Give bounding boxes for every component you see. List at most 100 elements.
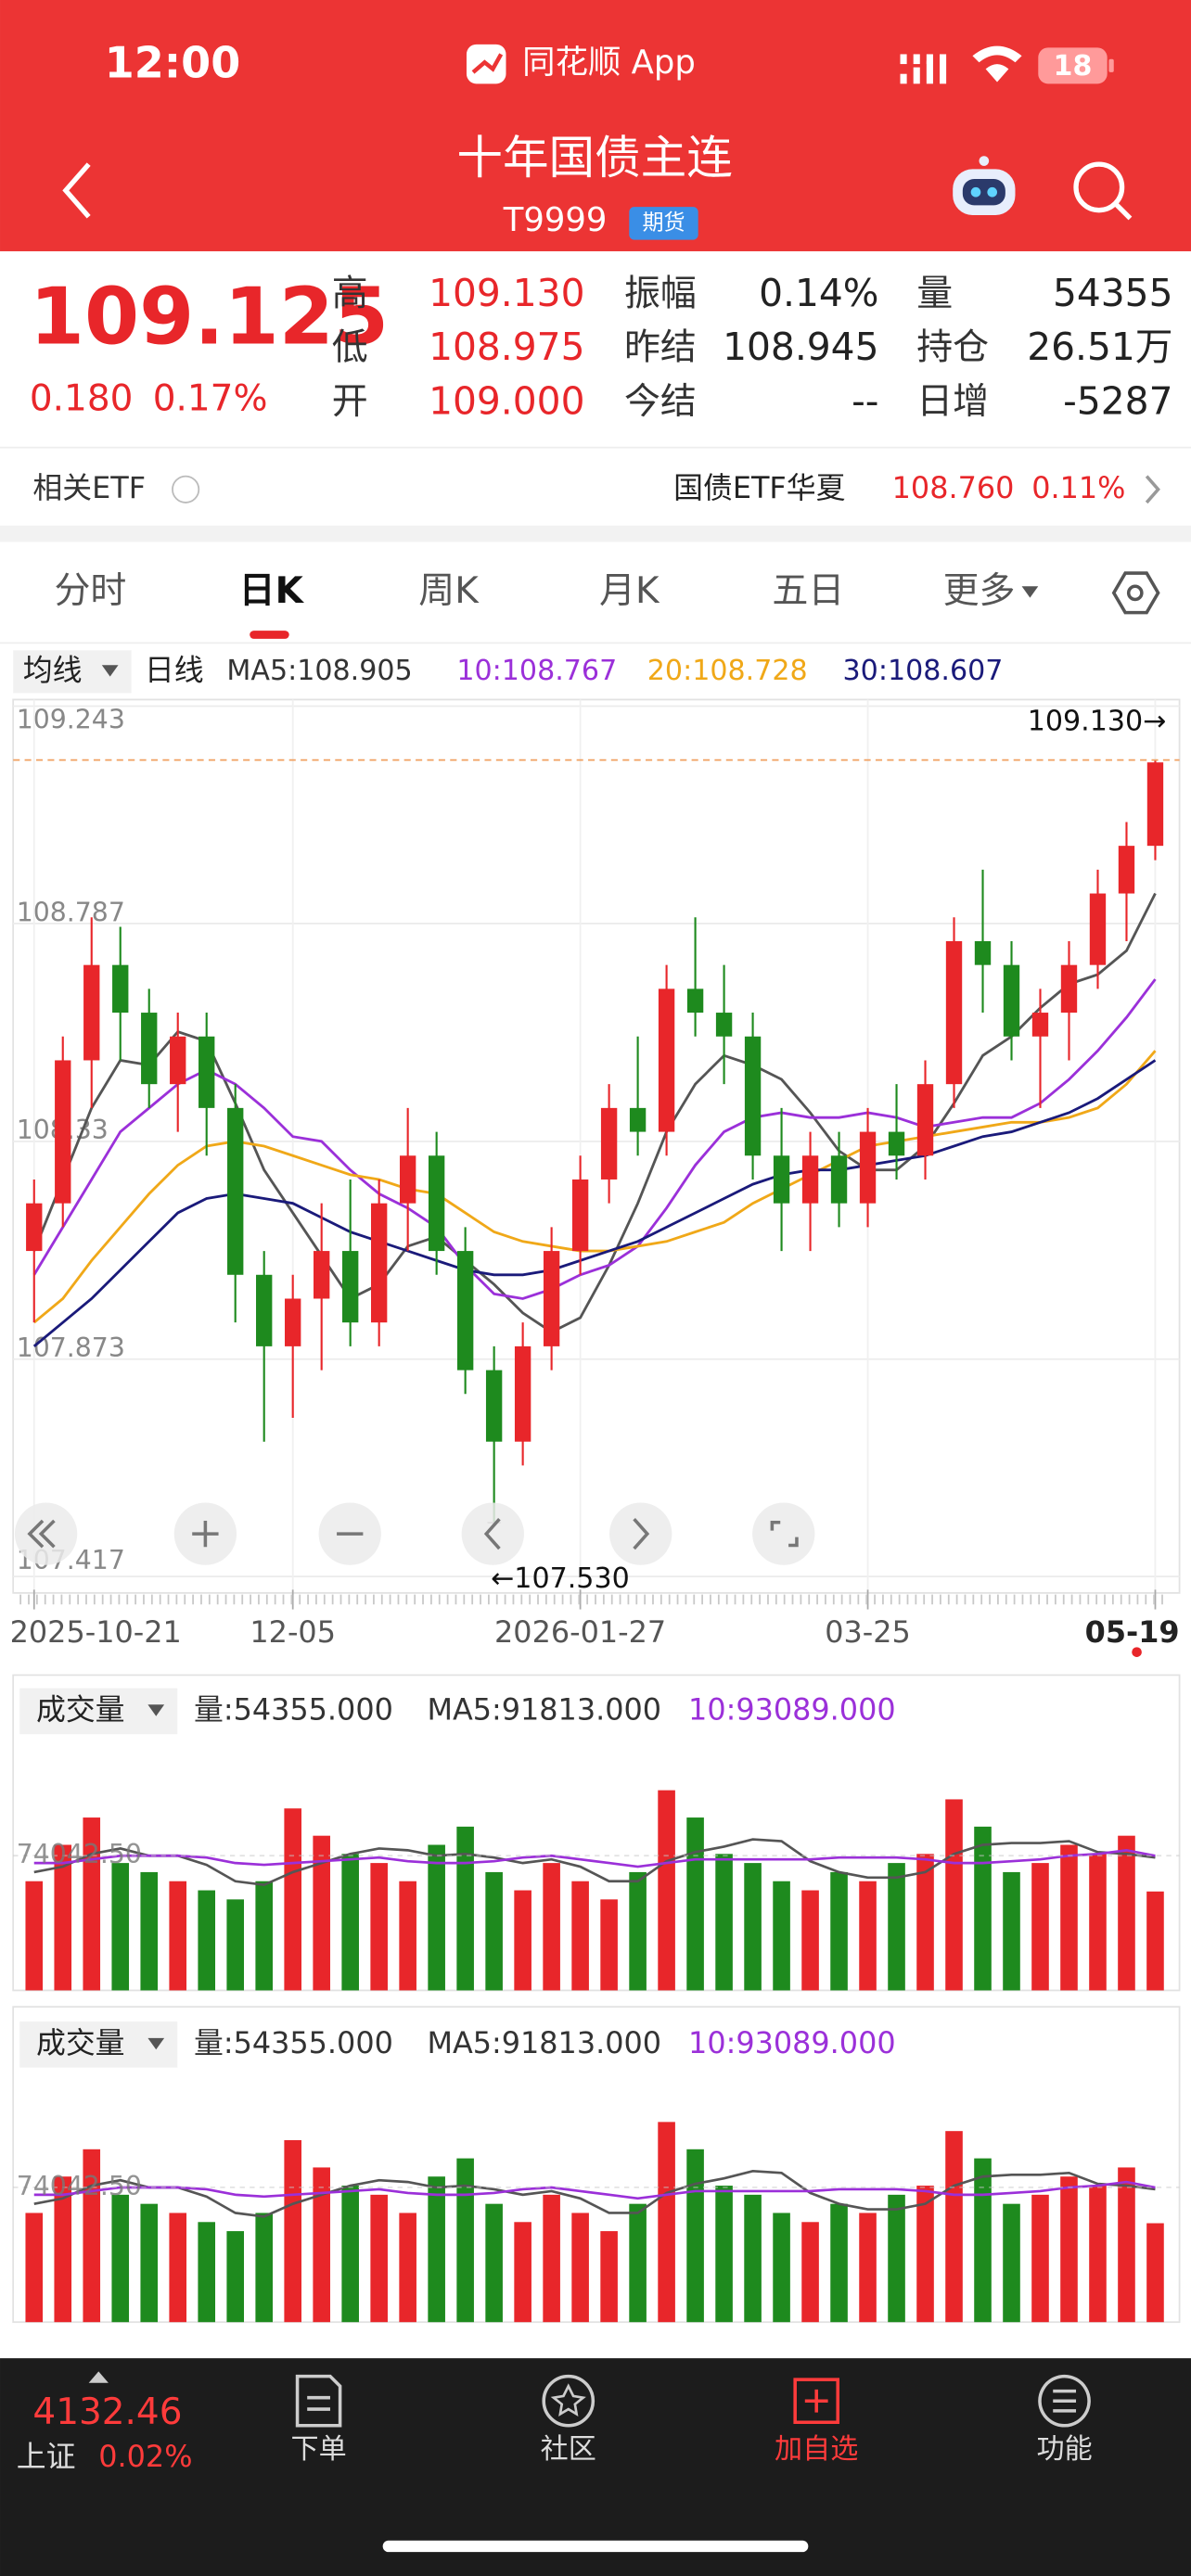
tab[interactable]: 日K: [239, 570, 305, 612]
chart-tool-icon: [27, 1519, 56, 1549]
volume-bar: [945, 2131, 963, 2323]
volume-bar: [600, 2231, 618, 2323]
menu-icon[interactable]: [1038, 2374, 1091, 2428]
low-label: ←107.530: [491, 1562, 630, 1595]
help-icon[interactable]: [172, 475, 200, 504]
ma-selector[interactable]: 均线: [23, 652, 83, 687]
community-icon[interactable]: [542, 2374, 596, 2428]
volume-bar: [686, 1817, 704, 1991]
field-value: 108.975: [429, 325, 584, 369]
y-tick-label: 108.787: [17, 897, 125, 927]
nav-label[interactable]: 功能: [1037, 2433, 1093, 2466]
x-tick-label: 12-05: [250, 1614, 336, 1650]
volume-selector[interactable]: 成交量: [36, 2025, 125, 2060]
field-value: --: [852, 379, 878, 424]
chart-tool-button[interactable]: [752, 1502, 815, 1565]
volume-bar: [543, 1863, 560, 1991]
ma-legend: 10:108.767: [456, 655, 617, 687]
field-value: 54355: [1053, 271, 1173, 315]
page-title: 十年国债主连: [456, 131, 732, 185]
nav-label[interactable]: 加自选: [775, 2433, 858, 2466]
nav-label[interactable]: 下单: [290, 2433, 346, 2466]
high-label: 109.130→: [1028, 706, 1167, 738]
candle-body: [55, 1060, 71, 1204]
nav-label[interactable]: 社区: [541, 2433, 596, 2466]
candle-body: [1003, 964, 1020, 1037]
ma-legend: 30:108.607: [843, 655, 1004, 687]
volume-bar: [801, 2222, 819, 2323]
volume-ma-line: [33, 2180, 1156, 2200]
etf-chevron[interactable]: [1145, 475, 1160, 504]
volume-bar: [255, 1881, 273, 1991]
contract-tag: 期货: [642, 210, 685, 235]
volume-bar: [370, 1863, 388, 1991]
tab[interactable]: 月K: [599, 570, 660, 612]
y-tick-label: 74042.50: [17, 1839, 142, 1869]
tab[interactable]: 分时: [54, 570, 126, 612]
x-tick-label: 03-25: [825, 1614, 911, 1650]
volume-bar: [226, 1899, 245, 1991]
volume-legend: 量:54355.000: [194, 1691, 393, 1727]
search-button[interactable]: [1073, 161, 1133, 221]
legend-selector-bg[interactable]: [19, 1688, 178, 1735]
volume-bar: [514, 1890, 531, 1991]
volume-bar: [1060, 2176, 1078, 2323]
candle-body: [945, 940, 963, 1085]
volume-legend: 10:93089.000: [688, 1691, 896, 1727]
order-icon[interactable]: [295, 2374, 342, 2428]
candle-body: [974, 940, 992, 965]
volume-bar: [658, 2122, 675, 2323]
chart-tool-button[interactable]: [14, 1502, 78, 1565]
robot-button[interactable]: [953, 156, 1016, 216]
volume-bar: [859, 1881, 877, 1991]
volume-legend: 10:93089.000: [688, 2025, 896, 2060]
index-value[interactable]: 4132.46: [32, 2391, 182, 2433]
field-value: 26.51万: [1027, 325, 1172, 369]
volume-bar: [25, 1881, 44, 1991]
volume-bar: [428, 2176, 445, 2323]
volume-bar: [715, 1854, 733, 1991]
field-label: 量: [916, 273, 953, 314]
tab[interactable]: 周K: [418, 570, 480, 612]
watchlist-icon[interactable]: [793, 2378, 839, 2425]
volume-bar: [284, 1808, 301, 1991]
price-change-pct: 0.17%: [153, 378, 268, 420]
candle-body: [658, 988, 675, 1132]
volume-bar: [25, 2213, 44, 2323]
candle-body: [686, 988, 704, 1014]
tab[interactable]: 五日: [772, 570, 844, 612]
volume-bar: [859, 2213, 877, 2323]
candle-body: [514, 1345, 531, 1442]
candle-body: [859, 1131, 877, 1204]
volume-bar: [1146, 1891, 1164, 1991]
volume-selector[interactable]: 成交量: [36, 1691, 125, 1727]
field-label: 开: [332, 381, 368, 423]
settings-button[interactable]: [1111, 571, 1160, 615]
volume-bar: [629, 1871, 647, 1991]
legend-selector-bg[interactable]: [19, 2021, 178, 2068]
volume-bar: [773, 2213, 790, 2323]
index-caret: [88, 2371, 109, 2383]
candle-body: [314, 1251, 330, 1299]
back-button[interactable]: [62, 162, 91, 219]
chart-tool-button[interactable]: [461, 1502, 524, 1565]
contract-code: T9999: [503, 201, 608, 239]
current-dot: [1132, 1647, 1142, 1657]
field-value: 108.945: [723, 325, 878, 369]
volume-bar: [284, 2139, 301, 2323]
volume-bar: [600, 1899, 618, 1991]
field-label: 今结: [624, 381, 697, 423]
volume-bar: [629, 2203, 647, 2323]
candle-body: [341, 1251, 359, 1323]
ma-line: [32, 892, 1157, 1334]
candle-body: [141, 1013, 158, 1085]
volume-ma-line: [33, 2170, 1156, 2218]
field-value: 109.000: [429, 379, 584, 424]
etf-name[interactable]: 国债ETF华夏: [673, 470, 845, 505]
chart-tool-button[interactable]: [609, 1502, 672, 1565]
tab[interactable]: 更多: [943, 570, 1016, 612]
volume-bar: [1003, 1871, 1020, 1991]
volume-bar: [485, 1871, 503, 1991]
y-tick-label: 109.243: [17, 704, 125, 734]
volume-bar: [773, 1881, 790, 1991]
